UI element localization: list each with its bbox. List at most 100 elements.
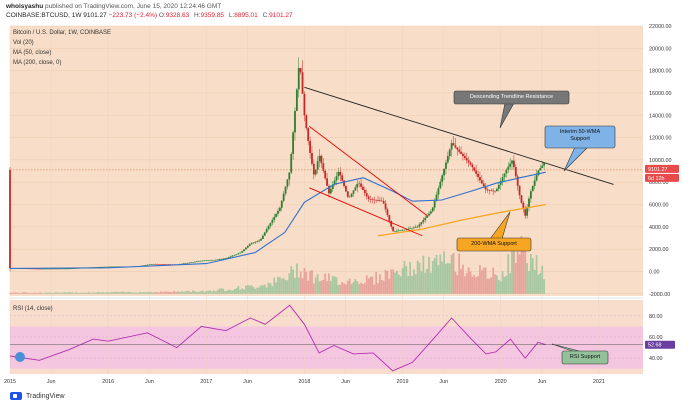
- author-name: whoisyashu: [6, 3, 44, 10]
- volume-bar: [103, 292, 106, 294]
- price-tick-label: 4000.00: [649, 225, 669, 231]
- volume-bar: [448, 263, 451, 294]
- ma50-line: [9, 171, 546, 269]
- volume-bar: [454, 271, 457, 294]
- volume-bar: [352, 282, 355, 294]
- descending-trendline: [304, 86, 614, 185]
- volume-bar: [22, 292, 25, 294]
- candle-body: [488, 190, 491, 191]
- volume-bar: [271, 286, 274, 294]
- candle-body: [301, 72, 304, 94]
- volume-bar: [367, 278, 370, 294]
- candle-body: [371, 199, 374, 200]
- candle-body: [307, 128, 310, 142]
- candle-body: [446, 156, 449, 163]
- candle-body: [443, 168, 445, 176]
- volume-bar: [294, 277, 296, 294]
- candle-body: [435, 194, 438, 202]
- candle-body: [288, 172, 291, 180]
- volume-bar: [458, 253, 461, 294]
- volume-bar: [252, 287, 255, 294]
- volume-bar: [114, 291, 117, 294]
- price-axis-bg: [643, 26, 698, 374]
- volume-bar: [277, 276, 279, 294]
- candle-body: [31, 268, 34, 270]
- volume-bar: [39, 292, 42, 294]
- candle-body: [212, 259, 215, 261]
- candle-body: [380, 200, 383, 202]
- volume-bar: [494, 274, 496, 294]
- candle-body: [216, 259, 219, 261]
- candle-body: [513, 160, 515, 168]
- candle-body: [411, 228, 413, 229]
- candle-body: [192, 262, 194, 263]
- candle-body: [445, 162, 447, 169]
- volume-bar: [161, 292, 164, 294]
- volume-bar: [60, 292, 62, 294]
- volume-bar: [44, 292, 47, 294]
- candle-body: [48, 268, 51, 270]
- price-tick-label: 10000.00: [649, 158, 671, 164]
- volume-bar: [429, 272, 432, 294]
- volume-bar: [305, 271, 308, 294]
- volume-bar: [441, 261, 444, 294]
- volume-bar: [267, 282, 270, 294]
- candle-body: [350, 193, 353, 198]
- volume-bar: [144, 292, 147, 294]
- volume-bar: [256, 287, 259, 294]
- cloud-icon: [15, 352, 25, 362]
- candle-body: [405, 229, 408, 230]
- candle-body: [416, 226, 419, 228]
- volume-bar: [299, 271, 302, 294]
- candle-body: [269, 222, 272, 227]
- volume-bar: [524, 240, 527, 294]
- candle-body: [375, 199, 378, 201]
- volume-bar: [186, 290, 189, 294]
- volume-bar: [56, 292, 59, 294]
- volume-bar: [143, 292, 145, 294]
- volume-bar: [282, 277, 285, 294]
- legend-ma50: MA (50, close): [13, 50, 52, 56]
- price-tick-label: 18000.00: [649, 69, 671, 75]
- time-tick-label: 2018: [298, 379, 310, 385]
- wedge-upper-line: [309, 126, 428, 217]
- candle-body: [363, 189, 366, 194]
- volume-bar: [539, 272, 542, 294]
- volume-bar: [395, 270, 398, 294]
- time-tick-label: Jun: [145, 379, 154, 385]
- candle-body: [367, 196, 370, 199]
- volume-bar: [309, 271, 311, 294]
- candle-body: [382, 200, 385, 204]
- resistance-callout-box: [453, 90, 570, 105]
- rsi-tick-label: 40.00: [649, 356, 663, 362]
- volume-bar: [284, 279, 287, 294]
- volume-bar: [194, 291, 196, 294]
- symbol-label: COINBASE:BTCUSD, 1W: [6, 12, 82, 19]
- candle-body: [99, 266, 102, 268]
- volume-bar: [499, 281, 502, 294]
- candle-body: [39, 268, 42, 270]
- candle-body: [529, 191, 532, 199]
- candle-body: [505, 169, 508, 174]
- volume-bar: [369, 276, 372, 294]
- high-value: 9359.85: [200, 12, 225, 19]
- candle-body: [520, 195, 523, 203]
- volume-bar: [111, 292, 113, 294]
- volume-bar: [16, 292, 19, 294]
- volume-bar: [239, 289, 242, 294]
- candle-body: [456, 147, 459, 150]
- volume-bar: [195, 292, 198, 294]
- volume-bar: [150, 291, 153, 294]
- candle-body: [188, 262, 191, 264]
- candle-body: [180, 263, 183, 265]
- volume-bar: [412, 269, 415, 294]
- volume-bar: [260, 285, 262, 294]
- resistance-callout-label: Descending Trendline Resistance: [470, 94, 553, 100]
- candle-body: [224, 258, 227, 260]
- candle-body: [324, 170, 327, 179]
- volume-bar: [490, 277, 493, 294]
- price-tick-label: 2000.00: [649, 247, 669, 253]
- volume-bar: [288, 273, 291, 294]
- volume-bar: [156, 292, 159, 294]
